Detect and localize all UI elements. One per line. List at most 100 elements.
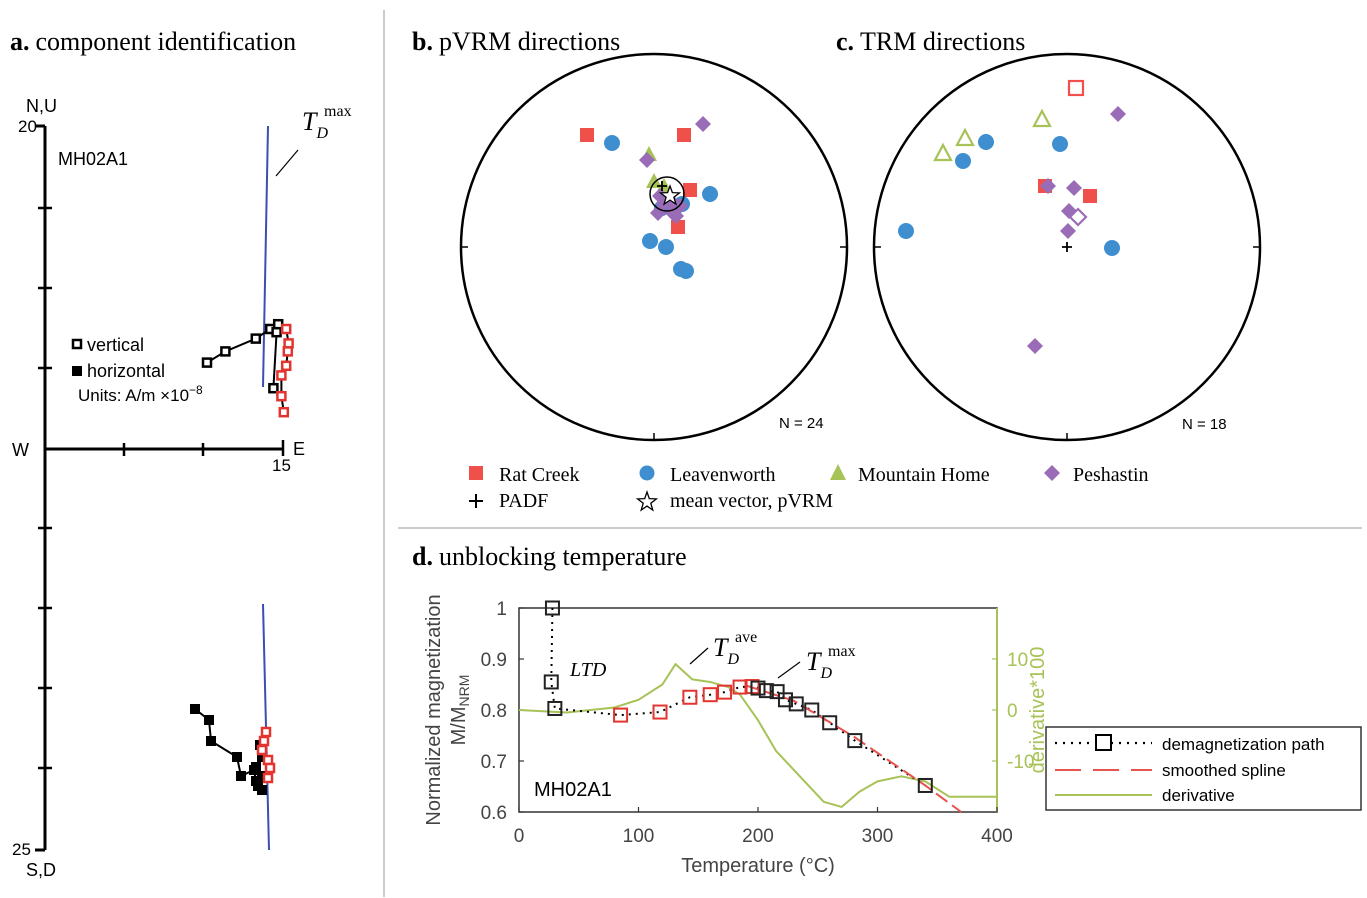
pvrm-marker: [639, 152, 655, 168]
vertical-red-point: [276, 390, 287, 402]
demag-black-point: [847, 733, 863, 749]
vertical-red-point: [282, 346, 294, 357]
y2-tick-label: 0: [1007, 701, 1018, 722]
demag-black-point: [543, 674, 559, 690]
pvrm-marker: [695, 116, 711, 132]
demag-red-point: [652, 704, 668, 720]
panel-a: a. component identification N,U 20 W E 15…: [10, 27, 352, 880]
horizontal-red-point: [258, 735, 270, 747]
pvrm-marker: [642, 233, 658, 249]
pvrm-n-label: N = 24: [779, 415, 824, 432]
panel-d: d. unblocking temperature 1 0.9 0.8 0.7 0.6 0…: [412, 542, 1362, 877]
pvrm-marker: [678, 263, 694, 279]
sample-label-d: MH02A1: [534, 779, 612, 801]
vertical-fit-line: [262, 125, 269, 388]
legend-leavenworth-marker: [639, 465, 655, 481]
panel-d-title: unblocking temperature: [439, 542, 687, 571]
trm-marker: [978, 134, 994, 150]
y-tick-label: 0.6: [481, 803, 507, 824]
axis-label-nu: N,U: [26, 96, 57, 116]
axis-label-e: E: [293, 439, 305, 459]
legend-vertical-marker: [71, 338, 83, 350]
horizontal-point: [232, 752, 242, 762]
y-tick-label: 0.8: [481, 701, 507, 722]
zijderveld-points: [190, 318, 294, 795]
x-tick-label: 100: [623, 826, 655, 847]
trm-marker: [1066, 180, 1082, 196]
x-tick-label: 0: [514, 826, 525, 847]
trm-marker: [1067, 79, 1085, 97]
horizontal-red-point: [260, 726, 272, 738]
y2-tick-label: 10: [1007, 650, 1028, 671]
pvrm-confidence-circle: [649, 176, 685, 212]
legend-leavenworth-label: Leavenworth: [670, 464, 776, 486]
legend-mountain-home-marker: [830, 464, 846, 480]
panel-b-heading: b. pVRM directions: [412, 27, 620, 56]
legend-padf-marker: [469, 494, 483, 508]
y-tick-label: 0.9: [481, 650, 507, 671]
panel-c: c. TRM directions N = 18: [836, 27, 1262, 442]
horizontal-point: [257, 771, 267, 781]
pvrm-marker: [658, 239, 674, 255]
panel-a-heading: a. component identification: [10, 27, 296, 56]
zijderveld-y-ticks: [38, 206, 52, 770]
trm-marker: [1027, 338, 1043, 354]
horizontal-red-point: [256, 744, 268, 756]
pvrm-marker: [580, 128, 594, 142]
demag-black-point: [547, 700, 563, 716]
demag-black-point: [917, 777, 933, 793]
demag-black-point: [822, 715, 838, 731]
legend-mean-vector-marker: [635, 490, 659, 512]
tick-label-25: 25: [12, 840, 31, 859]
horizontal-point: [236, 771, 246, 781]
pvrm-padf-marker: [657, 181, 667, 191]
x-tick-label: 400: [981, 826, 1013, 847]
unblocking-series: [518, 600, 997, 813]
demag-black-point: [804, 702, 820, 718]
panel-a-title: component identification: [36, 27, 297, 56]
legend-rat-creek-marker: [469, 466, 483, 480]
td-max-pointer-d: [777, 661, 801, 679]
trm-padf-marker: [1062, 242, 1072, 252]
pvrm-marker: [702, 186, 718, 202]
demag-black-point: [788, 696, 804, 712]
horizontal-point: [206, 736, 216, 746]
trm-marker: [1104, 240, 1120, 256]
y-tick-label: 1: [496, 599, 507, 620]
y-tick-label: 0.7: [481, 752, 507, 773]
vertical-red-point: [280, 360, 292, 372]
trm-points: [898, 79, 1126, 354]
pvrm-mean-star: [658, 184, 682, 206]
demag-black-point: [777, 692, 793, 708]
pvrm-marker: [683, 183, 697, 197]
panel-b-title: pVRM directions: [439, 27, 620, 56]
units-label: Units: A/m ×10−8: [78, 383, 203, 405]
legend-derivative-label: derivative: [1162, 786, 1235, 805]
vertical-red-point: [280, 323, 292, 335]
vertical-point: [268, 382, 279, 394]
trm-marker: [955, 153, 971, 169]
ltd-label: LTD: [569, 659, 607, 681]
pvrm-points: [580, 116, 718, 279]
vertical-point: [220, 346, 231, 357]
y2-tick-label: -10: [1007, 752, 1034, 773]
td-ave-pointer: [689, 647, 709, 665]
legend-bc: Rat Creek Leavenworth Mountain Home Pesh…: [469, 464, 1149, 512]
td-max-label-d: TDmax: [806, 643, 856, 682]
pvrm-marker: [668, 208, 684, 224]
vertical-point: [250, 333, 262, 344]
trm-marker: [933, 142, 953, 162]
vertical-red-point: [276, 370, 287, 381]
x-tick-label: 200: [742, 826, 774, 847]
y-axis-label-1: Normalized magnetization: [423, 594, 445, 825]
right-ticks: 10 0 -10: [992, 650, 1034, 773]
td-max-pointer-a: [275, 149, 299, 177]
demag-black-point: [544, 600, 560, 616]
tick-label-15: 15: [272, 456, 291, 475]
horizontal-red-point: [264, 762, 276, 774]
trm-marker: [1040, 178, 1056, 194]
legend-horizontal-marker: [72, 366, 82, 376]
zijderveld-x-ticks: [122, 440, 285, 456]
legend-path-label: demagnetization path: [1162, 735, 1325, 754]
horizontal-point: [257, 752, 267, 762]
